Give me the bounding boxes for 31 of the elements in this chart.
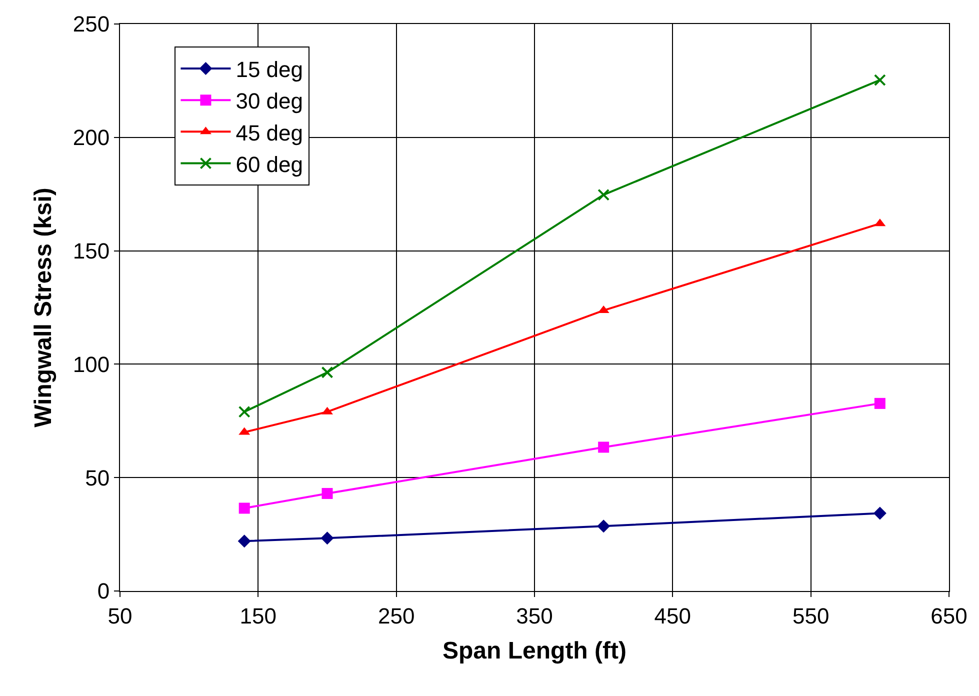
point xyxy=(598,442,610,453)
point xyxy=(874,398,886,409)
point xyxy=(597,520,610,533)
x-tick-label: 350 xyxy=(516,603,553,628)
legend-label: 60 deg xyxy=(236,152,304,177)
y-axis-title: Wingwall Stress (ksi) xyxy=(30,188,57,428)
y-tick-label: 100 xyxy=(72,352,110,377)
point xyxy=(322,488,333,499)
point xyxy=(321,366,334,378)
x-axis-title: Span Length (ft) xyxy=(442,638,626,665)
y-tick-label: 150 xyxy=(72,238,110,264)
point xyxy=(238,406,250,418)
point xyxy=(874,74,886,86)
point xyxy=(238,502,250,514)
x-tick-label: 150 xyxy=(240,603,277,628)
y-tick-label: 200 xyxy=(72,125,110,150)
x-tick-label: 250 xyxy=(378,603,415,628)
point xyxy=(873,506,886,520)
y-tick-label: 250 xyxy=(72,12,110,37)
x-tick-label: 650 xyxy=(930,603,968,628)
x-tick-label: 50 xyxy=(108,603,132,628)
point xyxy=(598,188,610,201)
x-tick-label: 450 xyxy=(654,603,692,628)
point xyxy=(238,534,251,548)
legend-label: 15 deg xyxy=(236,57,304,82)
point xyxy=(320,532,334,545)
legend-label: 30 deg xyxy=(236,88,304,114)
x-tick-label: 550 xyxy=(792,603,830,628)
legend-label: 45 deg xyxy=(236,120,304,146)
y-tick-label: 0 xyxy=(97,578,110,604)
y-tick-label: 50 xyxy=(85,465,110,490)
